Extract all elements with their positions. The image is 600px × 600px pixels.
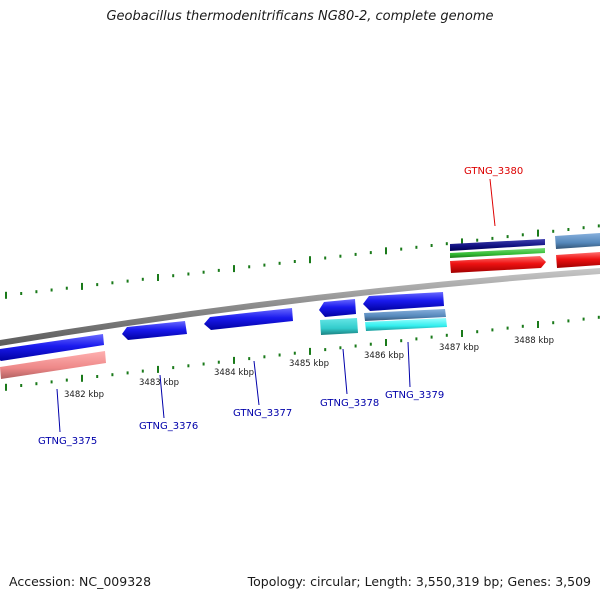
gene-labels: GTNG_3375 GTNG_3376 GTNG_3377 GTNG_3378 … (38, 166, 523, 447)
leader-lines (56, 178, 496, 433)
gene-arrow[interactable] (122, 321, 187, 340)
gene-bar-pink[interactable] (0, 351, 106, 379)
gene-GTNG_3379[interactable] (363, 292, 447, 331)
genome-title: Geobacillus thermodenitrificans NG80-2, … (106, 9, 494, 24)
gene-GTNG_3377[interactable] (204, 308, 293, 330)
scale-label: 3484 kbp (214, 368, 254, 378)
gene-bar-cyan[interactable] (365, 318, 447, 331)
gene-label-GTNG_3375[interactable]: GTNG_3375 (38, 436, 97, 447)
scale-label: 3486 kbp (364, 351, 404, 361)
gene-bar-navy[interactable] (450, 239, 545, 251)
scale-label: 3488 kbp (514, 336, 554, 346)
gene-next[interactable] (555, 233, 600, 268)
gene-GTNG_3378[interactable] (319, 299, 358, 335)
gene-label-GTNG_3378[interactable]: GTNG_3378 (320, 398, 379, 409)
gene-GTNG_3380[interactable] (450, 239, 546, 273)
gene-bar-steel[interactable] (364, 309, 446, 321)
outer-tick-ring (5, 224, 600, 299)
scale-label: 3483 kbp (139, 378, 179, 388)
gene-bar-steel[interactable] (555, 233, 600, 249)
gene-label-GTNG_3377[interactable]: GTNG_3377 (233, 408, 292, 419)
gene-arrow[interactable] (204, 308, 293, 330)
gene-bar-green[interactable] (450, 248, 545, 258)
gene-arrow[interactable] (363, 292, 444, 311)
gene-label-GTNG_3379[interactable]: GTNG_3379 (385, 390, 444, 401)
genome-summary: Topology: circular; Length: 3,550,319 bp… (247, 574, 591, 589)
gene-arrow[interactable] (0, 334, 104, 361)
gene-GTNG_3376[interactable] (122, 321, 187, 340)
gene-GTNG_3375[interactable] (0, 334, 106, 379)
gene-arrow[interactable] (319, 299, 356, 317)
scale-label: 3482 kbp (64, 390, 104, 400)
scale-labels: 3482 kbp 3483 kbp 3484 kbp 3485 kbp 3486… (64, 336, 554, 400)
gene-arrow[interactable] (556, 252, 600, 268)
scale-label: 3487 kbp (439, 343, 479, 353)
inner-tick-ring (5, 315, 600, 391)
gene-label-GTNG_3376[interactable]: GTNG_3376 (139, 421, 198, 432)
accession-label: Accession: NC_009328 (9, 574, 152, 589)
gene-label-GTNG_3380[interactable]: GTNG_3380 (464, 166, 523, 177)
genome-backbone (0, 268, 600, 346)
gene-bar-cyan[interactable] (320, 318, 358, 335)
scale-label: 3485 kbp (289, 359, 329, 369)
gene-arrow[interactable] (450, 256, 546, 273)
